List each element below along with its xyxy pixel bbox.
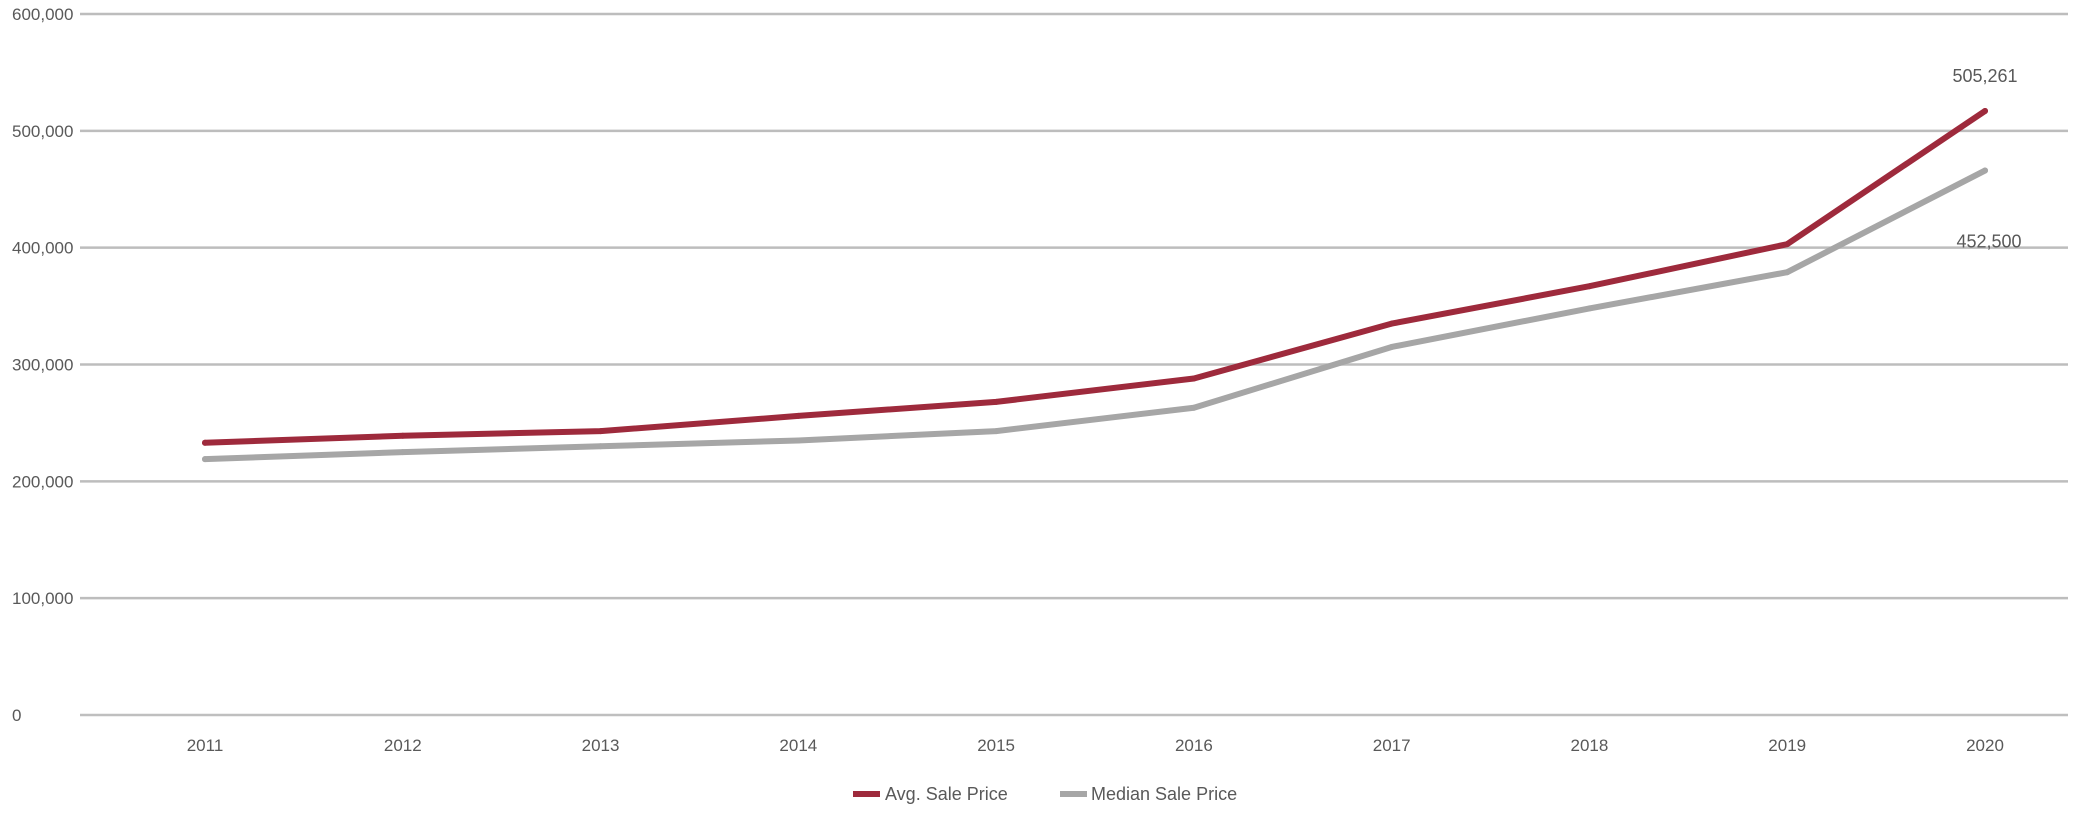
avg-sale-price-point bbox=[1388, 320, 1395, 327]
y-tick-label: 500,000 bbox=[12, 122, 73, 141]
legend-label-median-sale-price: Median Sale Price bbox=[1091, 784, 1237, 804]
x-tick-label: 2020 bbox=[1966, 736, 2004, 755]
x-tick-label: 2012 bbox=[384, 736, 422, 755]
series-lines bbox=[202, 107, 1988, 463]
legend-label-avg-sale-price: Avg. Sale Price bbox=[885, 784, 1008, 804]
gridlines bbox=[80, 12, 2068, 717]
median-sale-price-point bbox=[1190, 404, 1197, 411]
median-sale-price-point bbox=[1586, 305, 1593, 312]
x-tick-label: 2019 bbox=[1768, 736, 1806, 755]
median-sale-price-line bbox=[202, 167, 1988, 463]
median-sale-price-point bbox=[597, 443, 604, 450]
y-tick-label: 600,000 bbox=[12, 5, 73, 24]
x-tick-label: 2014 bbox=[779, 736, 817, 755]
y-tick-label: 400,000 bbox=[12, 239, 73, 258]
avg-sale-price-end-label: 505,261 bbox=[1952, 66, 2017, 86]
median-sale-price-point bbox=[993, 428, 1000, 435]
avg-sale-price-point bbox=[1586, 283, 1593, 290]
median-sale-price-point bbox=[202, 456, 208, 463]
y-tick-label: 0 bbox=[12, 706, 21, 725]
avg-sale-price-point bbox=[399, 432, 406, 439]
avg-sale-price-point bbox=[1784, 241, 1791, 248]
x-tick-label: 2016 bbox=[1175, 736, 1213, 755]
avg-sale-price-point bbox=[993, 398, 1000, 405]
avg-sale-price-point bbox=[795, 412, 802, 419]
median-sale-price-point bbox=[1388, 343, 1395, 350]
y-tick-label: 100,000 bbox=[12, 589, 73, 608]
median-sale-price-point bbox=[1784, 269, 1791, 276]
median-sale-price-point bbox=[399, 449, 406, 456]
data-labels: 505,261 452,500 bbox=[1952, 66, 2021, 252]
x-tick-label: 2017 bbox=[1373, 736, 1411, 755]
avg-sale-price-point bbox=[597, 428, 604, 435]
x-tick-label: 2015 bbox=[977, 736, 1015, 755]
avg-sale-price-point bbox=[1190, 375, 1197, 382]
median-sale-price-point bbox=[1982, 167, 1988, 174]
median-sale-price-end-label: 452,500 bbox=[1956, 232, 2021, 252]
y-tick-label: 300,000 bbox=[12, 356, 73, 375]
median-sale-price-point bbox=[795, 437, 802, 444]
avg-sale-price-point bbox=[202, 439, 208, 446]
avg-sale-price-line bbox=[202, 107, 1988, 446]
avg-sale-price-point bbox=[1982, 107, 1988, 114]
y-tick-label: 200,000 bbox=[12, 472, 73, 491]
x-tick-label: 2011 bbox=[187, 736, 224, 755]
x-tick-label: 2013 bbox=[582, 736, 620, 755]
y-axis-ticks: 0 100,000 200,000 300,000 400,000 500,000 600,… bbox=[12, 5, 73, 725]
legend: Avg. Sale Price Median Sale Price bbox=[853, 784, 1237, 804]
x-axis-ticks: 2011 2012 2013 2014 2015 2016 2017 2018 2019 2020 bbox=[187, 736, 2004, 755]
x-tick-label: 2018 bbox=[1571, 736, 1609, 755]
